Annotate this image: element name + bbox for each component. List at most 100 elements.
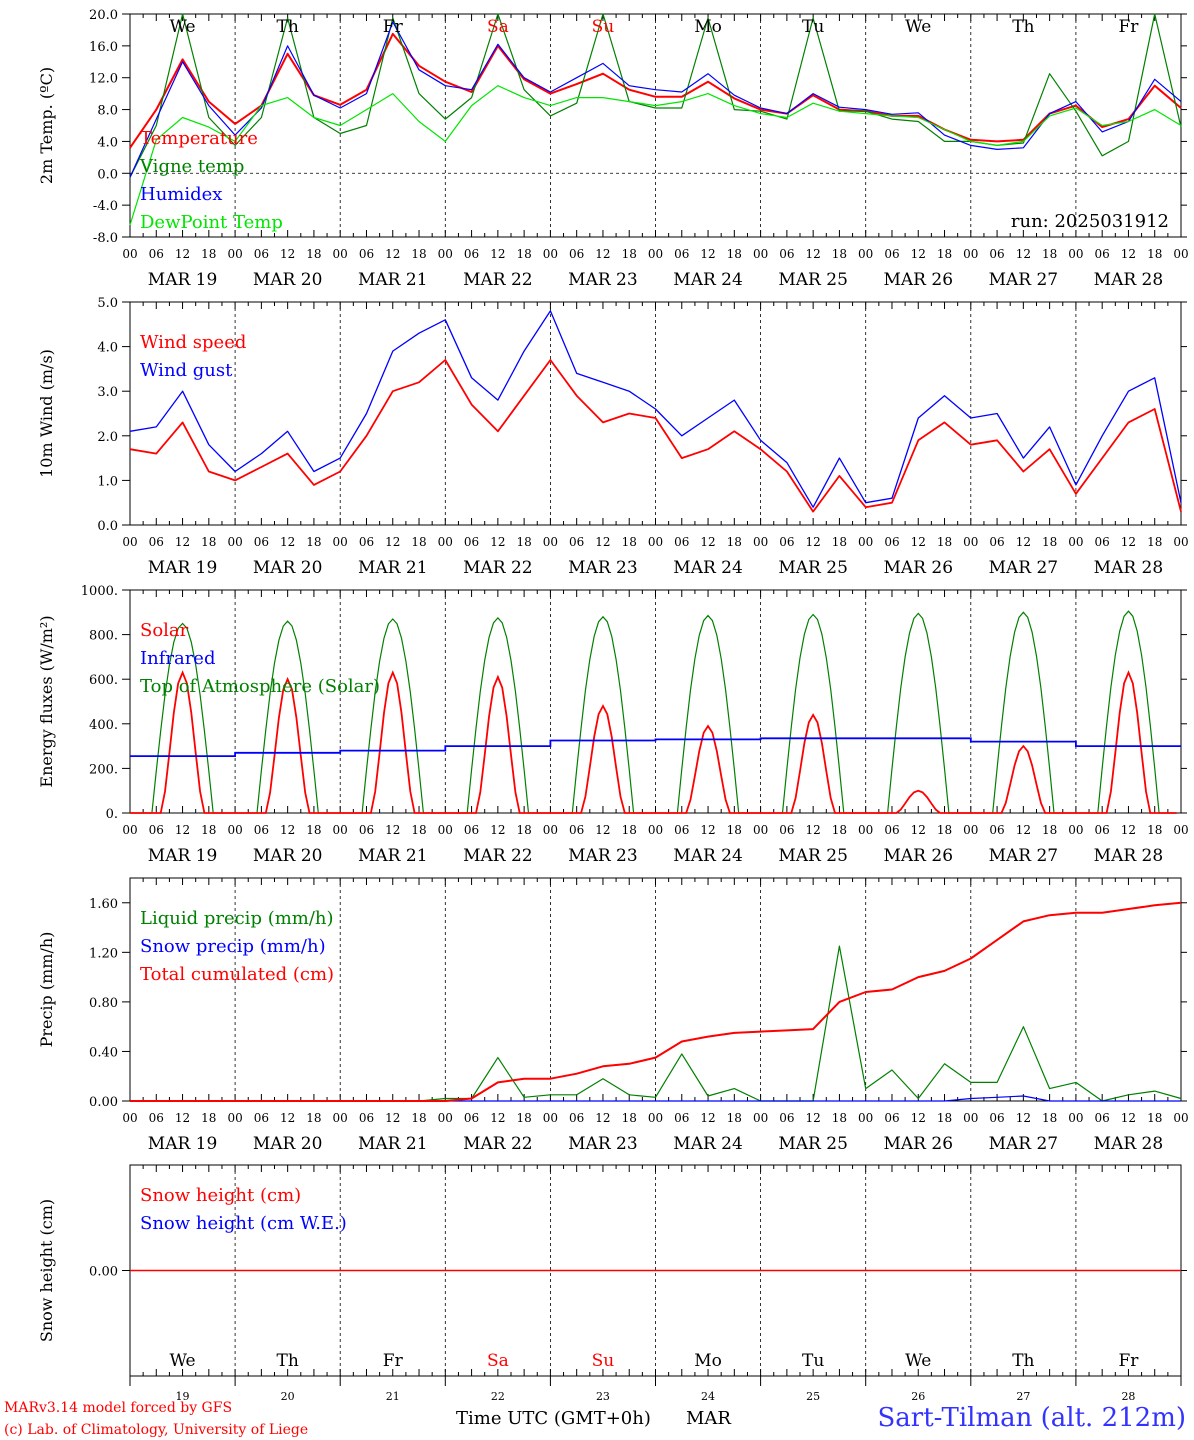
hour-tick-label: 06 — [149, 823, 164, 837]
weekday-label: Th — [277, 17, 299, 37]
date-label: MAR 28 — [1094, 558, 1164, 578]
date-label: MAR 24 — [673, 846, 743, 866]
hour-tick-label: 12 — [280, 247, 295, 261]
date-label: MAR 21 — [358, 558, 428, 578]
hour-tick-label: 06 — [779, 535, 794, 549]
hour-tick-label: 12 — [595, 535, 610, 549]
footer-copyright: (c) Lab. of Climatology, University of L… — [4, 1422, 308, 1438]
hour-tick-label: 12 — [806, 535, 821, 549]
panel-frame-energy — [129, 589, 1182, 814]
hour-tick-label: 06 — [359, 535, 374, 549]
hour-tick-label: 00 — [648, 247, 663, 261]
hour-tick-label: 12 — [1016, 247, 1031, 261]
hour-tick-label: 06 — [569, 247, 584, 261]
hour-tick-label: 18 — [201, 823, 216, 837]
date-label: MAR 23 — [568, 270, 638, 290]
total-cumulated-cm-line — [130, 901, 1182, 1102]
y-axis-label: 2m Temp. (ºC) — [37, 67, 56, 184]
hour-tick-label: 18 — [937, 1111, 952, 1125]
hour-tick-label: 18 — [622, 1111, 637, 1125]
date-label: MAR 20 — [253, 846, 323, 866]
hour-tick-label: 06 — [884, 1111, 899, 1125]
y-tick-label: 0.40 — [89, 1045, 118, 1060]
hour-tick-label: 00 — [858, 823, 873, 837]
hour-tick-label: 18 — [937, 535, 952, 549]
date-label: MAR 27 — [989, 558, 1059, 578]
hour-tick-label: 12 — [911, 823, 926, 837]
hour-tick-label: 00 — [122, 823, 137, 837]
date-label: MAR 23 — [568, 1134, 638, 1154]
y-tick-label: 20.0 — [89, 8, 118, 23]
y-tick-label: -4.0 — [93, 199, 118, 214]
weekday-label: We — [905, 17, 931, 37]
weekday-label: Th — [277, 1351, 299, 1371]
hour-tick-label: 12 — [490, 535, 505, 549]
hour-tick-label: 06 — [1095, 823, 1110, 837]
hour-tick-label: 18 — [411, 535, 426, 549]
hour-tick-label: 18 — [411, 247, 426, 261]
hour-tick-label: 06 — [254, 823, 269, 837]
hour-tick-label: 12 — [280, 535, 295, 549]
hour-tick-label: 12 — [700, 247, 715, 261]
y-tick-label: -8.0 — [93, 231, 118, 246]
day-number-label: 20 — [281, 1390, 295, 1403]
weekday-label: Su — [592, 17, 615, 37]
hour-tick-label: 18 — [516, 535, 531, 549]
hour-tick-label: 06 — [569, 823, 584, 837]
hour-tick-label: 00 — [438, 535, 453, 549]
hour-tick-label: 06 — [884, 535, 899, 549]
hour-tick-label: 18 — [306, 247, 321, 261]
date-label: MAR 22 — [463, 558, 533, 578]
hour-tick-label: 06 — [464, 535, 479, 549]
hour-tick-label: 00 — [648, 535, 663, 549]
hour-tick-label: 00 — [122, 535, 137, 549]
date-label: MAR 23 — [568, 846, 638, 866]
weekday-label: We — [169, 1351, 195, 1371]
date-label: MAR 20 — [253, 270, 323, 290]
hour-tick-label: 18 — [1147, 823, 1162, 837]
hour-tick-label: 00 — [543, 823, 558, 837]
hour-tick-label: 12 — [595, 247, 610, 261]
hour-tick-label: 00 — [122, 1111, 137, 1125]
y-tick-label: 4.0 — [97, 135, 118, 150]
date-label: MAR 25 — [778, 846, 848, 866]
y-axis-label: Energy fluxes (W/m²) — [37, 615, 56, 787]
day-number-label: 28 — [1121, 1390, 1135, 1403]
hour-tick-label: 12 — [911, 535, 926, 549]
hour-tick-label: 00 — [227, 823, 242, 837]
date-label: MAR 26 — [883, 270, 953, 290]
hour-tick-label: 12 — [490, 247, 505, 261]
y-tick-label: 2.0 — [97, 430, 118, 445]
hour-tick-label: 18 — [622, 247, 637, 261]
hour-tick-label: 06 — [359, 1111, 374, 1125]
weekday-label: Mo — [694, 17, 722, 37]
weekday-label: We — [169, 17, 195, 37]
weekday-label: We — [905, 1351, 931, 1371]
y-tick-label: 1.60 — [89, 897, 118, 912]
y-tick-label: 1.20 — [89, 946, 118, 961]
hour-tick-label: 18 — [1042, 823, 1057, 837]
hour-tick-label: 06 — [359, 247, 374, 261]
wind-gust-line — [129, 310, 1182, 508]
y-tick-label: 0.00 — [89, 1265, 118, 1280]
y-tick-label: 0.0 — [97, 519, 118, 534]
hour-tick-label: 12 — [280, 1111, 295, 1125]
date-label: MAR 27 — [989, 846, 1059, 866]
hour-tick-label: 12 — [385, 535, 400, 549]
hour-tick-label: 12 — [385, 823, 400, 837]
date-label: MAR 24 — [673, 270, 743, 290]
y-tick-label: 0.0 — [97, 167, 118, 182]
day-number-label: 19 — [176, 1390, 190, 1403]
legend-entry: Solar — [140, 620, 189, 641]
hour-tick-label: 12 — [911, 1111, 926, 1125]
hour-tick-label: 00 — [227, 1111, 242, 1125]
hour-tick-label: 18 — [727, 823, 742, 837]
day-number-label: 24 — [701, 1390, 715, 1403]
hour-tick-label: 00 — [963, 247, 978, 261]
hour-tick-label: 12 — [700, 823, 715, 837]
hour-tick-label: 06 — [254, 247, 269, 261]
y-tick-label: 600. — [89, 673, 118, 688]
hour-tick-label: 12 — [1121, 1111, 1136, 1125]
hour-tick-label: 00 — [858, 1111, 873, 1125]
hour-tick-label: 12 — [490, 1111, 505, 1125]
